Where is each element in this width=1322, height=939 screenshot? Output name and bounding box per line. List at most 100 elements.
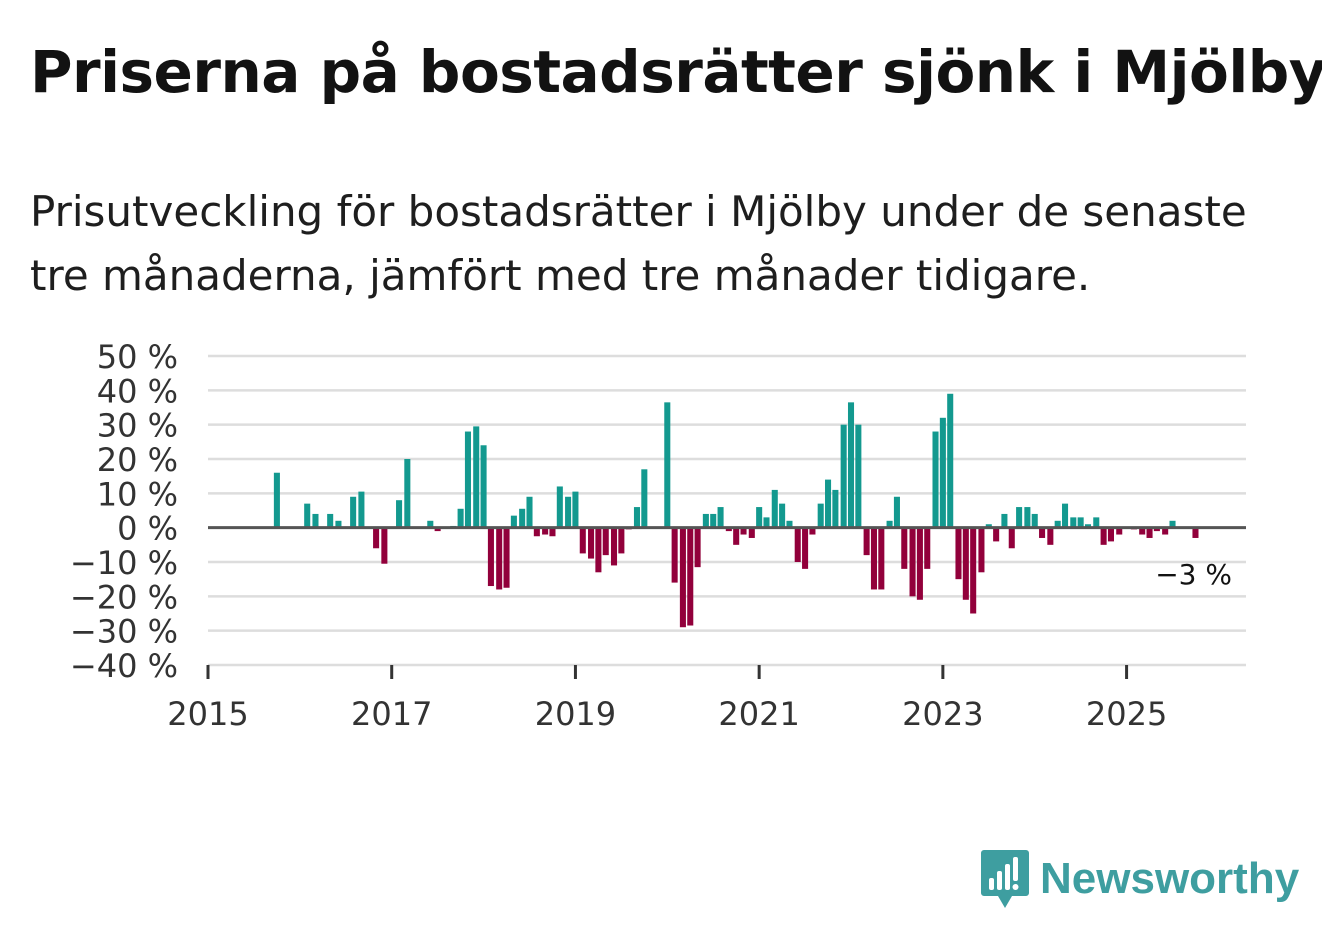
bar [1100,527,1107,545]
bar [480,445,487,528]
bar [725,527,732,532]
bar [1162,527,1169,535]
bar [464,431,471,528]
bar [993,527,1000,542]
bar [786,520,793,528]
bar [1054,520,1061,528]
bar [1047,527,1054,545]
bar [396,500,403,528]
bar [1001,513,1008,528]
bar [404,459,411,528]
bar [733,527,740,545]
y-tick-label: −20 % [70,578,178,616]
bar [840,424,847,528]
bar [473,426,480,528]
bar [633,507,641,528]
bar [886,520,893,528]
bar [1116,527,1123,535]
bar [602,527,609,556]
bar [434,527,441,532]
bar [641,469,648,528]
bar [962,527,969,600]
bar [985,524,992,528]
bar [779,503,786,528]
bar [679,527,686,628]
bar [970,527,977,614]
bar [748,527,755,538]
bar [694,527,701,568]
bar [579,527,586,554]
axes: 50 %40 %30 %20 %10 %0 %−10 %−20 %−30 %−4… [70,338,1246,733]
y-tick-label: 20 % [97,441,178,479]
bar [1093,517,1100,528]
bar [1084,524,1092,528]
newsworthy-logo-icon [981,850,1029,908]
brand-logo: Newsworthy [980,848,1299,910]
bar [327,513,334,528]
y-tick-label: 0 % [117,510,178,548]
y-tick-label: −10 % [70,544,178,582]
bar [932,431,939,528]
last-value-label: −3 % [1155,558,1232,591]
bar [1192,527,1199,538]
bar [610,527,618,566]
bar [893,496,900,528]
bar [533,527,540,537]
bar [595,527,602,573]
bar [618,527,625,554]
bar [855,424,862,528]
bar [863,527,870,556]
bar [825,479,832,528]
bar [924,527,931,569]
bar [1031,513,1038,528]
x-tick-label: 2021 [718,695,799,733]
bar [526,496,533,528]
chart-title: Priserna på bostadsrätter sjönk i Mjölby [30,38,1322,106]
bar [916,527,923,600]
bar [847,402,855,528]
bar [487,527,494,587]
bar [273,472,280,528]
bar [1077,517,1084,528]
bar [671,527,678,583]
bar [878,527,885,590]
bar [503,527,510,588]
bar [939,417,946,528]
bar [710,513,717,528]
bar [373,527,380,549]
bar [572,491,579,528]
bar [717,507,724,528]
bar [1039,527,1046,538]
bar [312,513,319,528]
y-tick-label: 30 % [97,407,178,445]
x-tick-label: 2017 [351,695,432,733]
y-tick-label: −30 % [70,613,178,651]
bar [756,507,763,528]
y-tick-label: −40 % [70,647,178,685]
bar [1107,527,1114,542]
bar [542,527,549,535]
bar [1139,527,1146,535]
bar [510,515,517,528]
x-tick-label: 2025 [1086,695,1167,733]
bar [802,527,809,569]
x-tick-label: 2023 [902,695,983,733]
bar [870,527,878,590]
bar [771,489,778,528]
bar [549,527,556,537]
bar [1070,517,1077,528]
y-tick-label: 10 % [97,475,178,513]
bar [1062,503,1069,528]
bar [947,393,954,528]
bar [809,527,816,535]
bar [381,527,388,564]
bar [1024,507,1031,528]
brand-name: Newsworthy [1040,854,1300,903]
bar [832,489,839,528]
bar [565,496,572,528]
bar [588,527,595,559]
x-tick-label: 2015 [167,695,248,733]
bar [687,527,694,626]
bar [1153,527,1160,532]
bar [1146,527,1153,538]
